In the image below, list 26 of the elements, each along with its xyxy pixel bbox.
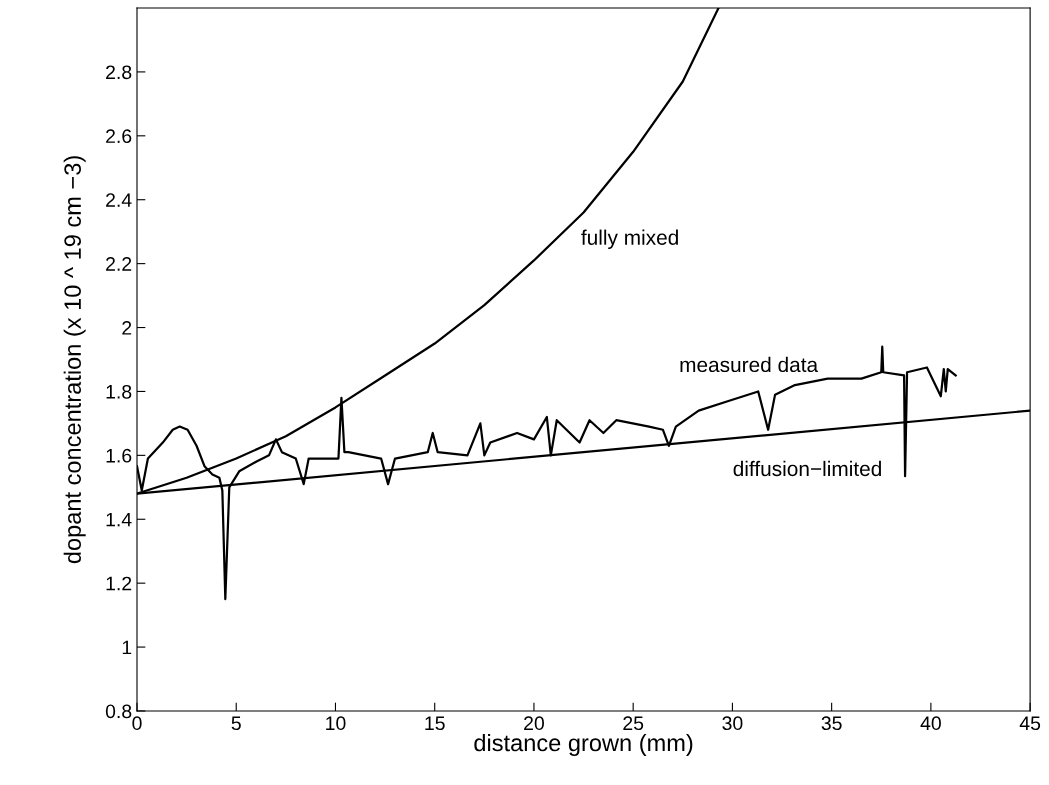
y-tick-label: 2.8: [106, 65, 132, 80]
y-axis-title: dopant concentration (x 10 ^ 19 cm −3): [63, 156, 86, 564]
y-tick-label: 2.4: [106, 193, 132, 207]
series-label: fully mixed: [581, 229, 678, 249]
x-tick-label: 15: [425, 716, 445, 731]
x-tick-label: 45: [1019, 716, 1041, 731]
x-tick-label: 25: [623, 716, 644, 731]
y-tick-label: 2.6: [106, 129, 132, 144]
y-tick-label: 1.6: [106, 448, 132, 463]
x-tick-label: 20: [524, 716, 544, 731]
y-tick-label: 1: [122, 640, 132, 655]
x-tick-label: 40: [920, 716, 941, 731]
x-tick-label: 30: [722, 716, 743, 731]
x-tick-label: 35: [821, 716, 842, 731]
series-label: diffusion−limited: [733, 460, 881, 477]
y-tick-label: 0.8: [105, 704, 132, 719]
y-tick-label: 2: [122, 321, 132, 335]
y-tick-label: 1.8: [106, 384, 132, 399]
y-tick-label: 1.4: [106, 512, 132, 527]
x-tick-label: 0: [132, 716, 142, 731]
y-tick-label: 1.2: [106, 576, 132, 591]
series-label: measured data: [680, 356, 819, 373]
x-axis-title: distance grown (mm): [474, 733, 693, 756]
x-tick-label: 5: [231, 716, 241, 731]
x-tick-label: 10: [326, 716, 346, 731]
y-tick-label: 2.2: [106, 257, 132, 271]
